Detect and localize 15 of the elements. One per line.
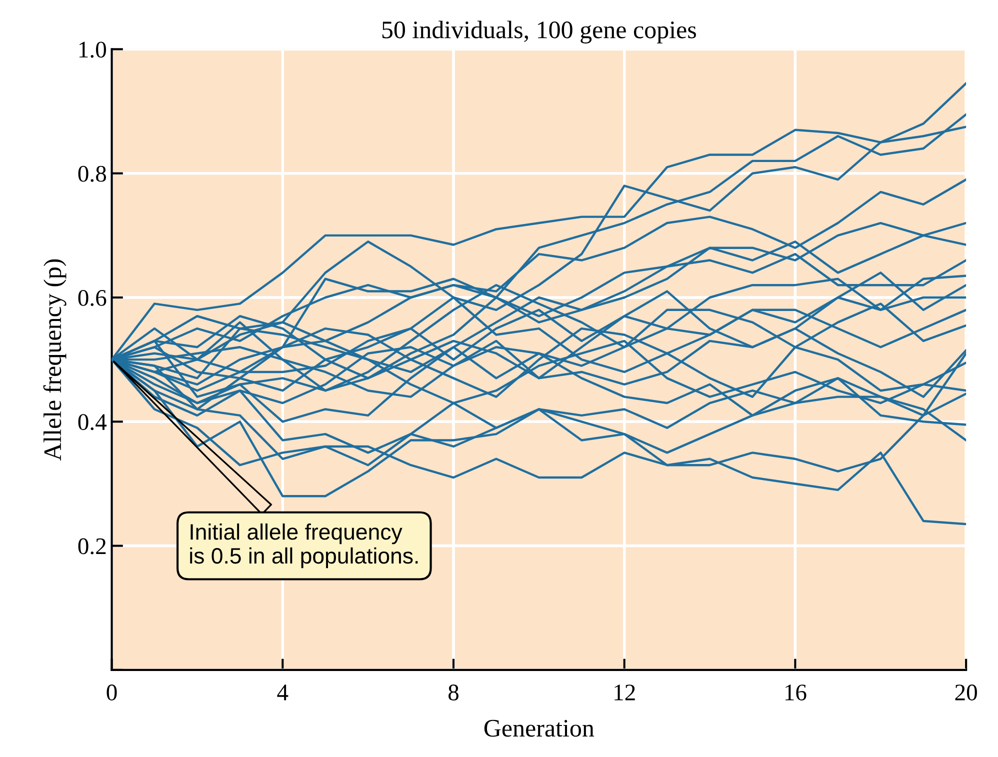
x-tick-label: 0	[106, 684, 117, 700]
x-tick-label: 8	[448, 684, 458, 700]
x-axis-title: Generation	[484, 720, 594, 737]
y-axis-title: Allele frequency (p)	[43, 259, 66, 461]
y-tick-label: 0.6	[78, 290, 106, 306]
y-tick-label: 1.0	[79, 42, 106, 58]
y-tick-label: 0.4	[78, 414, 107, 430]
x-tick-label: 12	[614, 684, 635, 700]
x-tick-label: 20	[955, 684, 977, 700]
x-tick-label: 16	[785, 684, 806, 700]
y-tick-label: 0.8	[78, 166, 106, 182]
annotation: Initial allele frequency is 0.5 in all populations.	[190, 523, 418, 568]
x-tick-label: 4	[277, 684, 288, 700]
chart-title: 50 individuals, 100 gene copies	[382, 20, 696, 44]
y-tick-label: 0.2	[78, 538, 106, 554]
